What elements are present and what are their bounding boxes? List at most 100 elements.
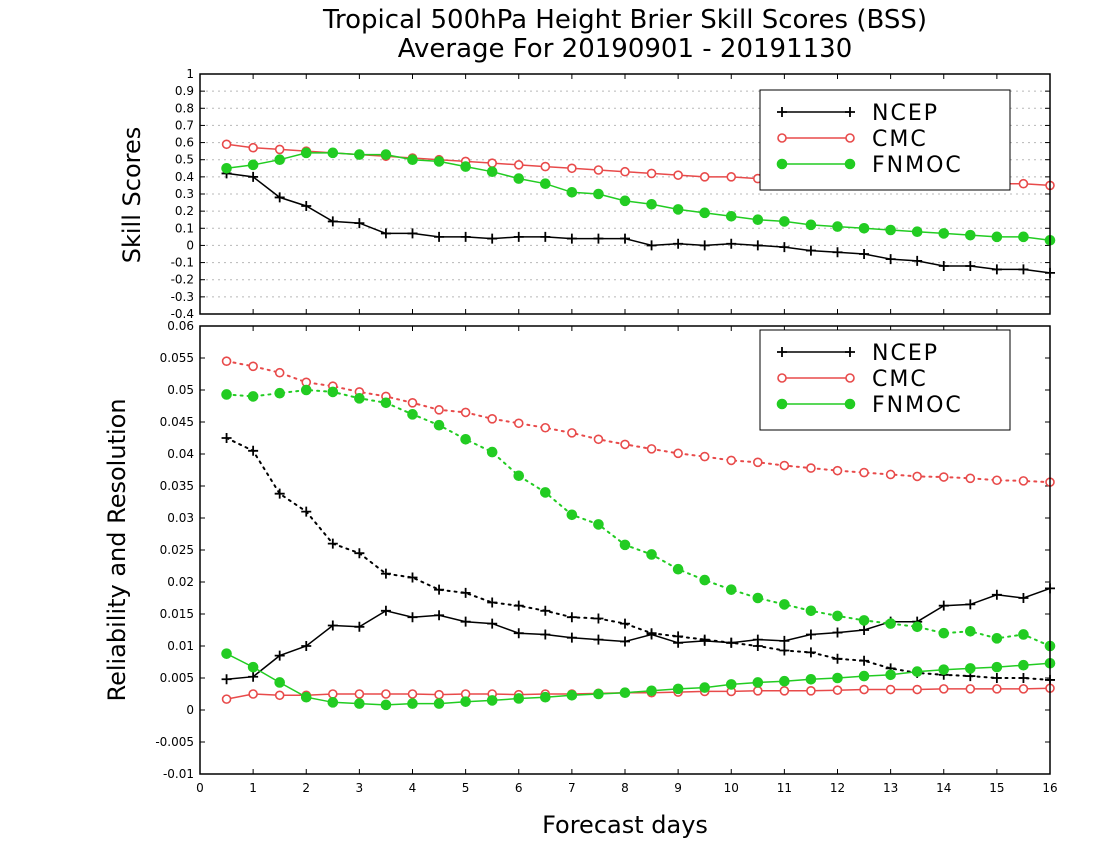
top-series-fnmoc-point-7 — [407, 154, 418, 166]
top-series-ncep-point-13 — [566, 233, 577, 244]
top-y-tick-label-2: -0.2 — [171, 273, 194, 287]
top-series-ncep-point-12 — [540, 231, 551, 242]
bottom-series-ncep-reliability-point-11 — [513, 628, 524, 639]
top-series-fnmoc-point-1 — [247, 159, 259, 171]
bottom-series-cmc-resolution-point-12 — [540, 422, 551, 433]
top-series-ncep-point-15 — [620, 233, 630, 244]
top-legend-marker-cmc-0 — [777, 133, 787, 143]
bottom-y-tick-label-5: 0.015 — [160, 607, 194, 621]
top-series-cmc-point-12 — [540, 161, 551, 172]
bottom-series-fnmoc-reliability-point-10 — [486, 695, 498, 706]
x-tick-label-8: 8 — [621, 781, 629, 795]
top-series-ncep-point-16 — [646, 240, 657, 251]
top-series-fnmoc-point-19 — [725, 210, 737, 222]
top-series-ncep-point-25 — [885, 254, 896, 265]
bottom-series-ncep-resolution-point-1 — [248, 445, 259, 456]
bottom-series-fnmoc-resolution-point-28 — [965, 625, 976, 637]
bottom-series-cmc-reliability-point-28 — [965, 684, 976, 694]
bottom-series-fnmoc-resolution-point-12 — [540, 487, 551, 498]
top-y-tick-label-9: 0.5 — [175, 153, 194, 167]
bottom-series-ncep-reliability-point-5 — [354, 621, 365, 632]
bottom-series-ncep-reliability-point-29 — [991, 589, 1002, 600]
x-tick-label-3: 3 — [356, 781, 364, 795]
top-series-fnmoc-point-10 — [486, 166, 498, 178]
bottom-series-ncep-reliability-point-22 — [805, 629, 816, 640]
top-y-tick-label-11: 0.7 — [175, 118, 194, 132]
bottom-series-ncep-reliability-point-0 — [221, 674, 232, 685]
bottom-series-cmc-resolution-point-29 — [992, 475, 1002, 486]
x-tick-label-0: 0 — [196, 781, 204, 795]
bottom-series-fnmoc-resolution-point-4 — [327, 386, 339, 398]
top-series-fnmoc-point-25 — [885, 224, 896, 236]
bottom-series-ncep-resolution-point-19 — [726, 637, 737, 648]
bottom-series-cmc-resolution-point-9 — [460, 407, 471, 418]
bottom-series-fnmoc-resolution-point-29 — [991, 633, 1003, 644]
chart-title-line2: Average For 20190901 - 20191130 — [398, 34, 853, 64]
top-legend-marker-ncep-1 — [845, 107, 855, 117]
bottom-series-ncep-resolution-point-15 — [620, 618, 630, 629]
bottom-series-cmc-resolution-point-13 — [567, 428, 577, 438]
bottom-series-cmc-reliability-point-0 — [221, 694, 232, 704]
bottom-series-cmc-reliability-point-5 — [354, 689, 365, 699]
bottom-series-ncep-reliability-point-9 — [460, 616, 471, 627]
bottom-series-ncep-reliability-point-6 — [380, 605, 391, 616]
bottom-series-fnmoc-resolution-point-19 — [725, 584, 737, 595]
bottom-y-tick-label-3: 0.005 — [160, 671, 194, 685]
top-series-cmc-point-11 — [513, 160, 524, 170]
bottom-series-ncep-reliability-point-3 — [301, 641, 312, 651]
bottom-legend-marker-fnmoc-0 — [776, 398, 788, 410]
bottom-y-axis-title: Reliability and Resolution — [103, 398, 131, 701]
bottom-series-ncep-reliability-point-23 — [832, 627, 843, 638]
x-tick-label-6: 6 — [515, 781, 523, 795]
bottom-series-ncep-resolution-line — [225, 437, 1051, 681]
top-series-fnmoc-point-6 — [380, 149, 392, 160]
bottom-series-fnmoc-resolution-point-16 — [646, 549, 657, 560]
bottom-series-fnmoc-resolution-point-17 — [672, 563, 684, 575]
bottom-series-cmc-resolution-point-27 — [938, 472, 949, 482]
top-legend-marker-cmc-1 — [845, 133, 855, 143]
bottom-y-tick-label-4: 0.01 — [167, 639, 194, 653]
top-y-tick-label-7: 0.3 — [175, 187, 194, 201]
top-series-fnmoc-point-3 — [300, 147, 312, 159]
bottom-series-ncep-resolution-point-23 — [832, 653, 843, 664]
bottom-series-fnmoc-reliability-point-6 — [380, 699, 392, 711]
bottom-series-fnmoc-resolution-point-25 — [885, 618, 896, 629]
top-plot-frame — [199, 73, 1051, 315]
bottom-series-fnmoc-reliability-point-26 — [911, 666, 923, 677]
bottom-series-cmc-reliability-point-6 — [381, 689, 391, 699]
bottom-series-ncep-resolution-point-10 — [487, 597, 498, 608]
x-tick-label-10: 10 — [724, 781, 739, 795]
top-series-ncep-point-28 — [965, 261, 976, 271]
bottom-series-cmc-resolution-point-1 — [248, 361, 258, 372]
bottom-series-cmc-reliability-point-25 — [885, 684, 896, 695]
top-series-ncep-point-8 — [434, 231, 445, 242]
bottom-y-tick-label-11: 0.045 — [160, 415, 194, 429]
bottom-series-fnmoc-reliability-point-19 — [725, 679, 737, 690]
top-series-ncep-point-27 — [938, 261, 949, 271]
top-y-tick-label-0: -0.4 — [171, 307, 194, 321]
top-series-ncep-point-29 — [991, 264, 1002, 275]
bottom-series-ncep-reliability-point-4 — [327, 620, 338, 631]
top-series-ncep-point-14 — [593, 233, 604, 244]
bottom-series-cmc-reliability-point-1 — [248, 689, 258, 699]
bottom-y-tick-label-2: 0 — [186, 703, 194, 717]
top-y-tick-label-8: 0.4 — [175, 170, 194, 184]
bottom-series-fnmoc-reliability-point-8 — [433, 698, 445, 709]
top-legend-label-fnmoc: FNMOC — [872, 153, 963, 178]
bottom-series-cmc-resolution-point-8 — [434, 405, 444, 415]
bottom-series-fnmoc-resolution-point-26 — [911, 621, 923, 633]
bottom-series-ncep-reliability-point-28 — [965, 599, 976, 610]
top-legend-label-cmc: CMC — [872, 127, 928, 152]
top-series-fnmoc-point-18 — [699, 207, 710, 219]
bottom-series-fnmoc-reliability-point-15 — [619, 687, 631, 699]
bottom-series-fnmoc-resolution-point-30 — [1018, 629, 1029, 640]
x-tick-label-9: 9 — [674, 781, 682, 795]
top-series-ncep-point-11 — [513, 231, 524, 242]
bottom-series-ncep-resolution-point-13 — [566, 612, 577, 623]
top-series-fnmoc-point-27 — [938, 228, 950, 239]
top-series-fnmoc-point-11 — [513, 173, 525, 184]
bottom-series-ncep-reliability-point-13 — [566, 632, 577, 643]
bottom-series-cmc-resolution-point-24 — [859, 467, 869, 478]
